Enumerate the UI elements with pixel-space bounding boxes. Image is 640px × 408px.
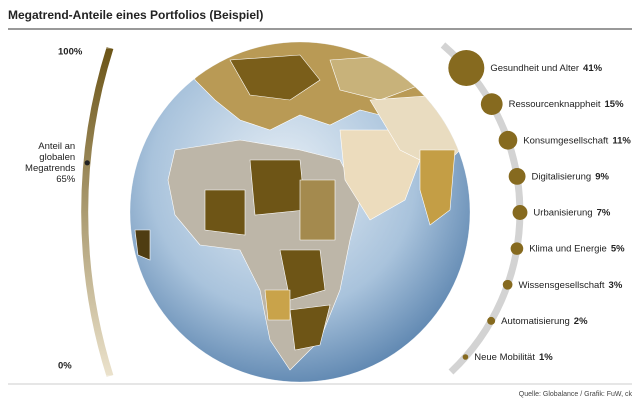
bubble — [502, 279, 513, 290]
value-label: 11% — [612, 135, 631, 146]
category-label: Automatisierung — [501, 315, 570, 326]
annotation-value: 65% — [56, 174, 76, 185]
bubble — [510, 242, 524, 255]
share-arc — [81, 46, 114, 378]
bubble — [498, 130, 518, 150]
bubble-label: Automatisierung 2% — [501, 315, 588, 326]
bubble-label: Urbanisierung 7% — [533, 207, 610, 218]
bubble — [512, 205, 528, 220]
bubble-label: Neue Mobilität 1% — [474, 352, 553, 363]
globe — [129, 41, 471, 383]
bubble — [508, 167, 526, 185]
category-label: Digitalisierung — [532, 171, 592, 182]
category-label: Gesundheit und Alter — [490, 63, 579, 74]
bubble — [480, 93, 503, 116]
category-label: Wissensgesellschaft — [518, 279, 604, 290]
value-label: 2% — [574, 315, 588, 326]
bubble — [487, 316, 496, 325]
annotation-text: globalen — [39, 152, 75, 163]
value-label: 5% — [611, 243, 625, 254]
category-label: Klima und Energie — [529, 243, 607, 254]
y-tick-label: 0% — [58, 361, 72, 372]
value-label: 7% — [597, 207, 611, 218]
annotation-dot — [84, 160, 90, 166]
chart-title: Megatrend-Anteile eines Portfolios (Beis… — [8, 8, 263, 22]
category-label: Konsumgesellschaft — [523, 135, 608, 146]
bubble-label: Konsumgesellschaft 11% — [523, 135, 631, 146]
bubble — [462, 354, 469, 360]
bubble-label: Digitalisierung 9% — [532, 171, 610, 182]
value-label: 9% — [595, 171, 609, 182]
annotation-text: Megatrends — [25, 163, 75, 174]
value-label: 1% — [539, 352, 553, 363]
value-label: 3% — [609, 279, 623, 290]
category-label: Ressourcenknappheit — [509, 99, 601, 110]
bubble-label: Klima und Energie 5% — [529, 243, 625, 254]
bubble — [448, 50, 485, 86]
value-label: 15% — [605, 99, 625, 110]
category-label: Neue Mobilität — [474, 352, 535, 363]
category-label: Urbanisierung — [533, 207, 592, 218]
source: Quelle: Globalance / Grafik: FuW, ck — [519, 391, 633, 398]
bubble-label: Gesundheit und Alter 41% — [490, 63, 602, 74]
bubble-label: Ressourcenknappheit 15% — [509, 99, 624, 110]
annotation-text: Anteil an — [38, 141, 75, 152]
bubble-label: Wissensgesellschaft 3% — [518, 279, 622, 290]
value-label: 41% — [583, 63, 603, 74]
y-tick-label: 100% — [58, 47, 83, 58]
